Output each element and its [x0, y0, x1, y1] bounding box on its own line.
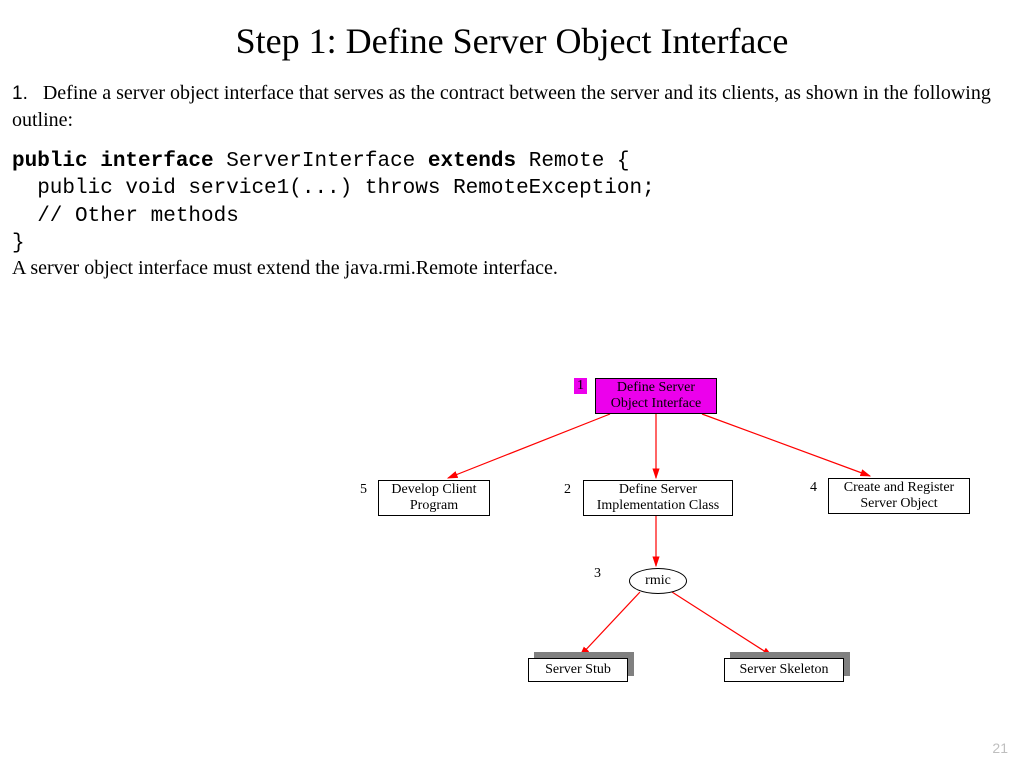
step-number-2: 2 [564, 482, 571, 498]
after-code-text: A server object interface must extend th… [0, 257, 1024, 280]
flow-node-n4: Create and RegisterServer Object [828, 478, 970, 514]
flow-node-n5: Develop ClientProgram [378, 480, 490, 516]
page-number: 21 [992, 740, 1008, 756]
step-number-3: 3 [594, 566, 601, 582]
intro-text: Define a server object interface that se… [12, 82, 991, 131]
step-number-5: 5 [360, 482, 367, 498]
flow-node-n2: Define ServerImplementation Class [583, 480, 733, 516]
flow-node-skel: Server Skeleton [724, 658, 844, 682]
flow-node-n3: rmic [629, 568, 687, 594]
flow-node-n1: Define ServerObject Interface [595, 378, 717, 414]
step-number-4: 4 [810, 480, 817, 496]
list-number: 1. [12, 83, 28, 104]
code-block: public interface ServerInterface extends… [0, 134, 1024, 257]
step-number-1: 1 [574, 378, 587, 394]
intro-paragraph: 1. Define a server object interface that… [0, 80, 1024, 134]
page-title: Step 1: Define Server Object Interface [0, 0, 1024, 80]
flow-node-stub: Server Stub [528, 658, 628, 682]
